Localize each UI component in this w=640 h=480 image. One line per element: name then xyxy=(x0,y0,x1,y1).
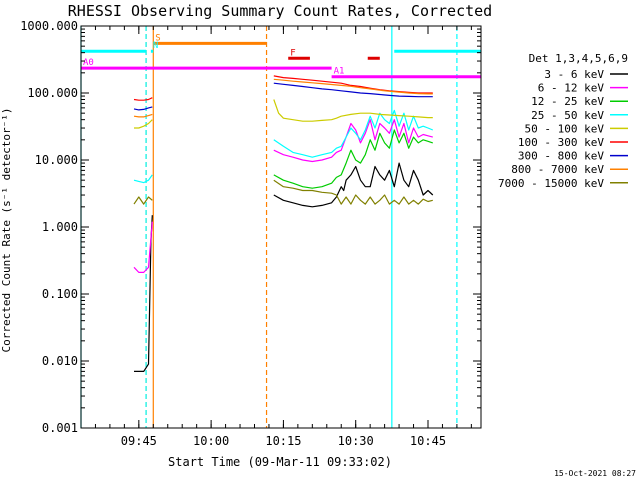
series-line-4-1 xyxy=(273,99,433,122)
series-line-8-1 xyxy=(273,179,433,205)
y-tick-label-5: 100.000 xyxy=(27,86,78,100)
y-tick-label-2: 0.100 xyxy=(42,287,78,301)
series-line-7-1 xyxy=(273,78,433,95)
x-tick-label-2: 10:15 xyxy=(265,434,301,448)
plot-frame xyxy=(80,25,482,429)
legend-label-4: 50 - 100 keV xyxy=(525,122,605,135)
series-line-1-0 xyxy=(133,221,153,273)
series-line-3-0 xyxy=(133,174,153,184)
legend-label-6: 300 - 800 keV xyxy=(518,150,604,163)
series-line-5-1 xyxy=(273,75,433,94)
legend-label-5: 100 - 300 keV xyxy=(518,136,604,149)
y-tick-label-3: 1.000 xyxy=(42,220,78,234)
series-line-0-0 xyxy=(134,215,153,372)
legend-label-2: 12 - 25 keV xyxy=(531,95,604,108)
flag-label-5: A0 xyxy=(83,58,94,68)
y-tick-label-6: 1000.000 xyxy=(20,19,78,33)
x-tick-label-3: 10:30 xyxy=(338,434,374,448)
legend-label-3: 25 - 50 keV xyxy=(531,109,604,122)
series-line-6-1 xyxy=(273,82,433,98)
flag-label-2: N xyxy=(153,41,158,51)
y-tick-label-0: 0.001 xyxy=(42,421,78,435)
series-line-7-0 xyxy=(133,113,153,118)
y-tick-label-1: 0.010 xyxy=(42,354,78,368)
x-tick-label-1: 10:00 xyxy=(193,434,229,448)
flag-label-3: F xyxy=(290,48,295,58)
series-line-0-1 xyxy=(273,162,434,208)
legend-label-8: 7000 - 15000 keV xyxy=(498,177,604,190)
series-line-8-0 xyxy=(133,196,153,205)
series-line-5-0 xyxy=(133,97,153,101)
series-line-6-0 xyxy=(133,106,153,111)
y-axis-label: Corrected Count Rate (s⁻¹ detector⁻¹) xyxy=(0,107,13,352)
plot-area: SN F A0 A1 0.001 0.010 0.100 1.000 10.000 100.000… xyxy=(20,19,481,448)
legend-label-1: 6 - 12 keV xyxy=(538,82,605,95)
x-axis-label: Start Time (09-Mar-11 09:33:02) xyxy=(168,455,392,469)
x-tick-label-0: 09:45 xyxy=(121,434,157,448)
timestamp: 15-Oct-2021 08:27 xyxy=(554,469,636,478)
legend-label-0: 3 - 6 keV xyxy=(544,68,604,81)
series-line-1-1 xyxy=(273,119,433,163)
chart-title: RHESSI Observing Summary Count Rates, Co… xyxy=(68,2,492,20)
x-tick-label-4: 10:45 xyxy=(410,434,446,448)
y-tick-label-4: 10.000 xyxy=(35,153,78,167)
legend-label-7: 800 - 7000 keV xyxy=(511,163,604,176)
legend-title: Det 1,3,4,5,6,9 xyxy=(529,52,628,65)
flag-label-6: A1 xyxy=(334,67,345,77)
flag-label-1: S xyxy=(155,33,160,43)
series-line-3-1 xyxy=(273,109,434,158)
series-line-2-0 xyxy=(273,129,433,189)
series-line-4-0 xyxy=(134,119,153,129)
